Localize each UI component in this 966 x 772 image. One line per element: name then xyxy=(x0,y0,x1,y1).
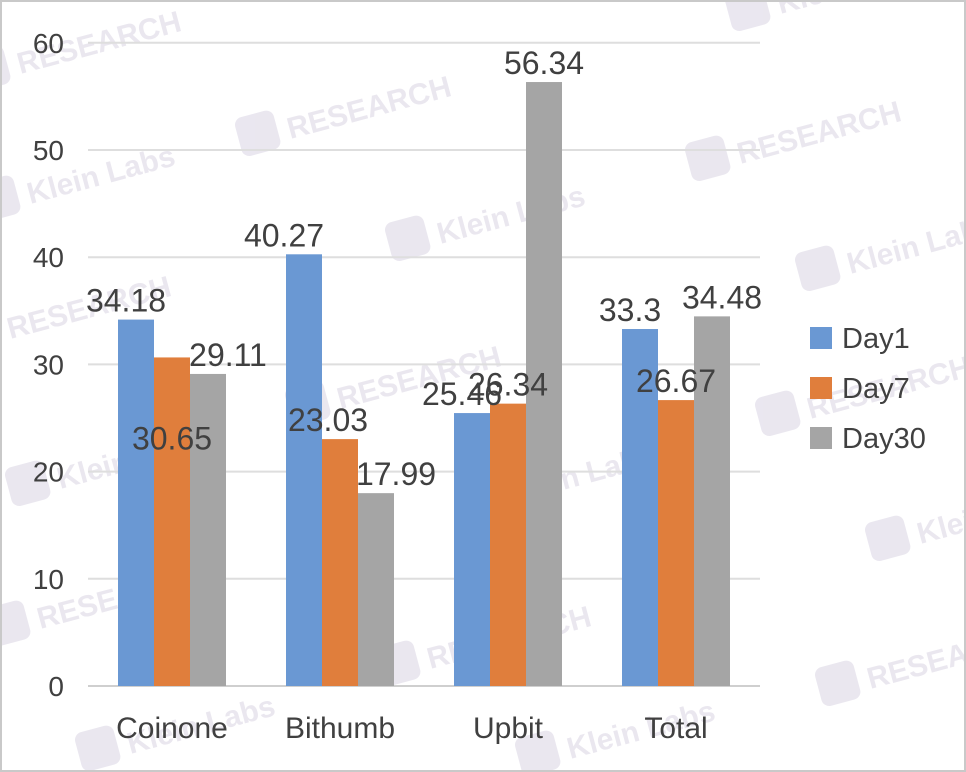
bar-day30-upbit xyxy=(526,82,562,686)
bars-layer xyxy=(118,82,730,686)
watermark-logo-icon xyxy=(514,730,561,770)
value-label: 56.34 xyxy=(504,45,584,81)
watermark-logo-icon xyxy=(384,215,431,261)
value-label: 23.03 xyxy=(288,402,368,438)
watermark-text: Klein Labs xyxy=(434,180,589,251)
value-label: 30.65 xyxy=(132,420,212,456)
watermark-text: RESEARCH xyxy=(864,620,966,695)
watermark-text: RESEARCH xyxy=(734,95,905,170)
legend: Day1 Day7 Day30 xyxy=(810,323,926,455)
x-tick-label: Total xyxy=(644,712,707,745)
watermark: RESEARCH xyxy=(2,5,185,91)
watermark-logo-icon xyxy=(2,45,11,91)
value-label: 34.48 xyxy=(682,279,762,315)
value-label: 34.18 xyxy=(86,283,166,319)
value-label: 25.46 xyxy=(422,376,502,412)
y-tick-label: 20 xyxy=(33,457,64,488)
legend-swatch xyxy=(810,377,832,399)
value-label: 40.27 xyxy=(244,217,324,253)
bar-day30-total xyxy=(694,316,730,686)
bar-day1-coinone xyxy=(118,319,154,686)
legend-swatch xyxy=(810,327,832,349)
legend-label: Day30 xyxy=(842,423,926,455)
watermark: Klein Labs xyxy=(724,2,929,31)
bar-day30-coinone xyxy=(190,373,226,686)
watermark-logo-icon xyxy=(2,175,21,221)
watermark-logo-icon xyxy=(234,110,281,156)
watermark-logo-icon xyxy=(74,725,121,770)
legend-label: Day1 xyxy=(842,323,910,355)
y-tick-label: 60 xyxy=(33,28,64,59)
legend-swatch xyxy=(810,427,832,449)
watermark-text: RESEARCH xyxy=(284,70,455,145)
bar-day7-bithumb xyxy=(322,439,358,686)
x-axis-ticks: Coinone Bithumb Upbit Total xyxy=(116,712,708,745)
watermark-logo-icon xyxy=(724,2,771,31)
x-tick-label: Upbit xyxy=(473,712,544,745)
watermark-logo-icon xyxy=(4,460,51,506)
watermark-logo-icon xyxy=(684,135,731,181)
bar-day7-coinone xyxy=(154,357,190,686)
watermark: Klein Labs xyxy=(2,140,179,221)
watermark: RESEARCH xyxy=(684,95,905,181)
bar-day1-upbit xyxy=(454,413,490,686)
y-tick-label: 50 xyxy=(33,135,64,166)
x-tick-label: Bithumb xyxy=(285,712,395,745)
watermark: Klein Labs xyxy=(794,210,966,291)
y-tick-label: 0 xyxy=(48,671,64,702)
watermark-text: Klein Labs xyxy=(914,480,966,551)
y-tick-label: 10 xyxy=(33,564,64,595)
y-axis-ticks: 0 10 20 30 40 50 60 xyxy=(33,28,64,702)
value-labels: 34.18 30.65 29.11 40.27 23.03 17.99 25.4626.34… xyxy=(86,45,762,492)
watermark: Klein Labs xyxy=(864,480,966,561)
value-label: 26.34 xyxy=(468,367,548,403)
watermark-logo-icon xyxy=(754,390,801,436)
value-label: 33.3 xyxy=(599,292,661,328)
y-tick-label: 40 xyxy=(33,242,64,273)
bar-day1-bithumb xyxy=(286,254,322,686)
bar-day30-bithumb xyxy=(358,493,394,686)
bar-day1-total xyxy=(622,329,658,686)
watermark-logo-icon xyxy=(864,515,911,561)
y-tick-label: 30 xyxy=(33,349,64,380)
value-label: 26.67 xyxy=(636,363,716,399)
watermark: RESEARCH xyxy=(234,70,455,156)
watermark: RESEARCH xyxy=(814,620,966,706)
watermark-logo-icon xyxy=(2,600,31,646)
bar-day7-total xyxy=(658,400,694,686)
watermark-logo-icon xyxy=(794,245,841,291)
watermark-logo-icon xyxy=(814,660,861,706)
value-label: 29.11 xyxy=(189,337,267,373)
x-tick-label: Coinone xyxy=(116,712,228,745)
bar-day7-upbit xyxy=(490,403,526,686)
value-label: 17.99 xyxy=(356,456,436,492)
watermark-text: Klein Labs xyxy=(774,2,929,21)
legend-label: Day7 xyxy=(842,373,910,405)
watermark-text: Klein Labs xyxy=(844,210,966,281)
